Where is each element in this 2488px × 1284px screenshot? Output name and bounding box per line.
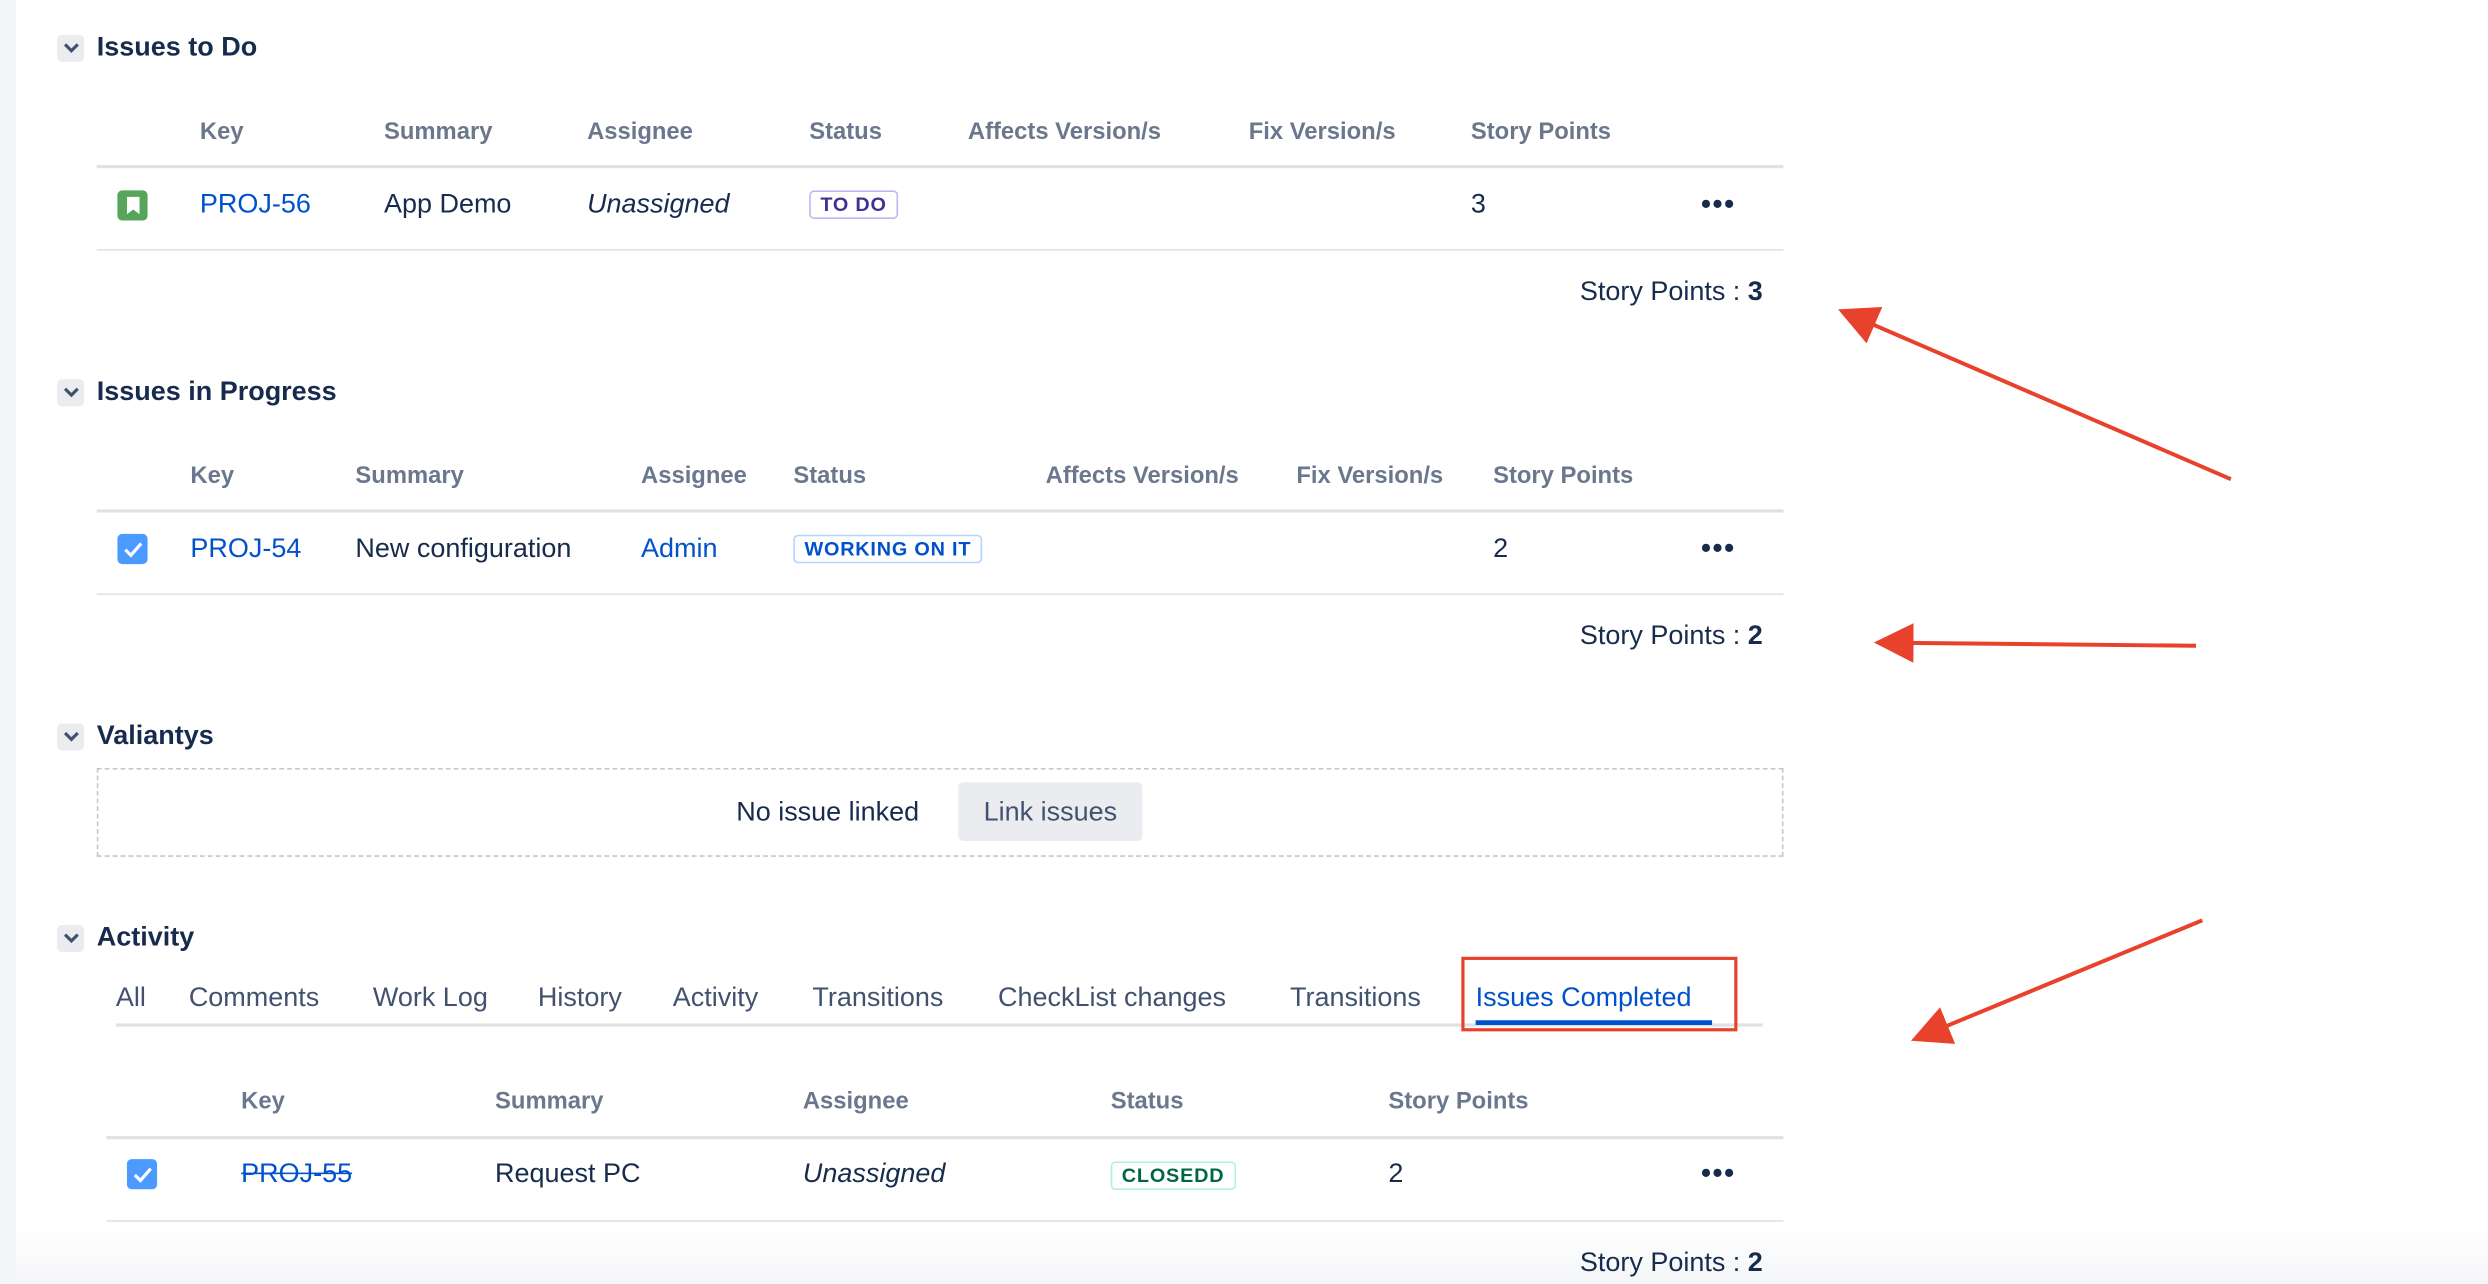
chevron-down-icon xyxy=(63,731,79,742)
column-header-assignee: Assignee xyxy=(641,462,747,490)
arrow-to-progress-total xyxy=(1873,623,2197,663)
chevron-down-icon xyxy=(63,43,79,54)
column-header-key: Key xyxy=(241,1087,285,1115)
column-header-story-points: Story Points xyxy=(1470,118,1612,146)
status-badge: CLOSEDD xyxy=(1110,1161,1236,1191)
story-icon xyxy=(117,190,148,221)
column-header-affects-version: Affects Version/s xyxy=(1045,462,1239,490)
collapse-issues-in-progress-toggle[interactable] xyxy=(57,379,85,407)
section-title: Issues in Progress xyxy=(96,376,337,407)
issue-assignee-link[interactable]: Admin xyxy=(641,533,718,564)
total-value: 3 xyxy=(1747,276,1763,307)
divider xyxy=(96,249,1784,251)
issue-summary: Request PC xyxy=(495,1158,641,1189)
total-value: 2 xyxy=(1747,620,1763,651)
link-issues-button[interactable]: Link issues xyxy=(958,782,1143,841)
issue-story-points: 2 xyxy=(1493,533,1509,564)
bottom-fade xyxy=(15,1229,2488,1284)
chevron-down-icon xyxy=(63,387,79,398)
issue-key-link[interactable]: PROJ-56 xyxy=(199,188,311,219)
task-icon xyxy=(126,1159,158,1190)
highlight-box-issues-completed xyxy=(1461,956,1738,1032)
tabs-divider xyxy=(115,1023,1763,1027)
column-header-story-points: Story Points xyxy=(1388,1087,1529,1115)
more-actions-button[interactable]: ••• xyxy=(1700,532,1736,564)
divider xyxy=(96,165,1784,169)
issue-story-points: 2 xyxy=(1388,1158,1404,1189)
tab-all[interactable]: All xyxy=(115,982,146,1013)
tab-checklist-changes[interactable]: CheckList changes xyxy=(998,982,1226,1013)
column-header-story-points: Story Points xyxy=(1493,462,1634,490)
column-header-assignee: Assignee xyxy=(802,1087,909,1115)
tab-work-log[interactable]: Work Log xyxy=(372,982,488,1013)
arrow-to-todo-total xyxy=(1838,306,2232,482)
task-icon xyxy=(117,533,148,565)
issue-story-points: 3 xyxy=(1470,188,1486,219)
tab-issues-completed[interactable]: Issues Completed xyxy=(1475,982,1692,1013)
column-header-status: Status xyxy=(793,462,867,490)
more-actions-button[interactable]: ••• xyxy=(1700,1157,1736,1190)
collapse-activity-toggle[interactable] xyxy=(57,925,85,953)
column-header-key: Key xyxy=(199,118,244,146)
section-title: Activity xyxy=(96,921,195,953)
tab-activity[interactable]: Activity xyxy=(672,982,759,1013)
collapse-issues-to-do-toggle[interactable] xyxy=(57,34,85,62)
total-label: Story Points : xyxy=(1579,1247,1748,1278)
tab-history[interactable]: History xyxy=(537,982,622,1013)
divider xyxy=(106,1220,1784,1222)
section-title: Issues to Do xyxy=(96,31,258,62)
active-tab-indicator xyxy=(1475,1020,1713,1026)
status-badge: WORKING ON IT xyxy=(793,534,983,564)
issue-assignee: Unassigned xyxy=(587,188,730,219)
issue-summary: New configuration xyxy=(355,533,572,564)
column-header-status: Status xyxy=(1110,1087,1184,1115)
story-points-total: Story Points : 2 xyxy=(1580,1247,1763,1279)
column-header-summary: Summary xyxy=(383,118,493,146)
issue-key-link[interactable]: PROJ-55 xyxy=(241,1158,353,1189)
linked-issues-empty-box xyxy=(96,767,1784,857)
issue-assignee: Unassigned xyxy=(802,1158,946,1189)
total-label: Story Points : xyxy=(1579,620,1748,651)
story-points-total: Story Points : 3 xyxy=(1580,276,1763,308)
chevron-down-icon xyxy=(63,933,79,944)
tab-comments[interactable]: Comments xyxy=(188,982,320,1013)
divider xyxy=(96,593,1784,596)
column-header-summary: Summary xyxy=(495,1087,604,1115)
column-header-assignee: Assignee xyxy=(587,118,693,146)
column-header-summary: Summary xyxy=(355,462,464,490)
divider xyxy=(106,1136,1784,1140)
tab-transitions[interactable]: Transitions xyxy=(812,982,944,1013)
section-title: Valiantys xyxy=(96,720,214,751)
total-label: Story Points : xyxy=(1579,276,1748,307)
collapse-valiantys-toggle[interactable] xyxy=(57,723,85,751)
issue-key-link[interactable]: PROJ-54 xyxy=(190,533,302,564)
column-header-fix-version: Fix Version/s xyxy=(1296,462,1444,490)
column-header-affects-version: Affects Version/s xyxy=(967,118,1162,146)
more-actions-button[interactable]: ••• xyxy=(1700,187,1736,220)
total-value: 2 xyxy=(1747,1247,1763,1278)
column-header-fix-version: Fix Version/s xyxy=(1248,118,1396,146)
empty-state-text: No issue linked xyxy=(736,796,920,827)
arrow-to-issues-completed-tab xyxy=(1910,918,2204,1044)
left-scroll-gutter xyxy=(0,0,16,1284)
column-header-key: Key xyxy=(190,462,235,490)
divider xyxy=(96,509,1784,513)
issue-summary: App Demo xyxy=(383,188,512,219)
story-points-total: Story Points : 2 xyxy=(1580,620,1763,652)
column-header-status: Status xyxy=(809,118,882,146)
tab-transitions-2[interactable]: Transitions xyxy=(1289,982,1421,1013)
status-badge: TO DO xyxy=(809,190,898,219)
